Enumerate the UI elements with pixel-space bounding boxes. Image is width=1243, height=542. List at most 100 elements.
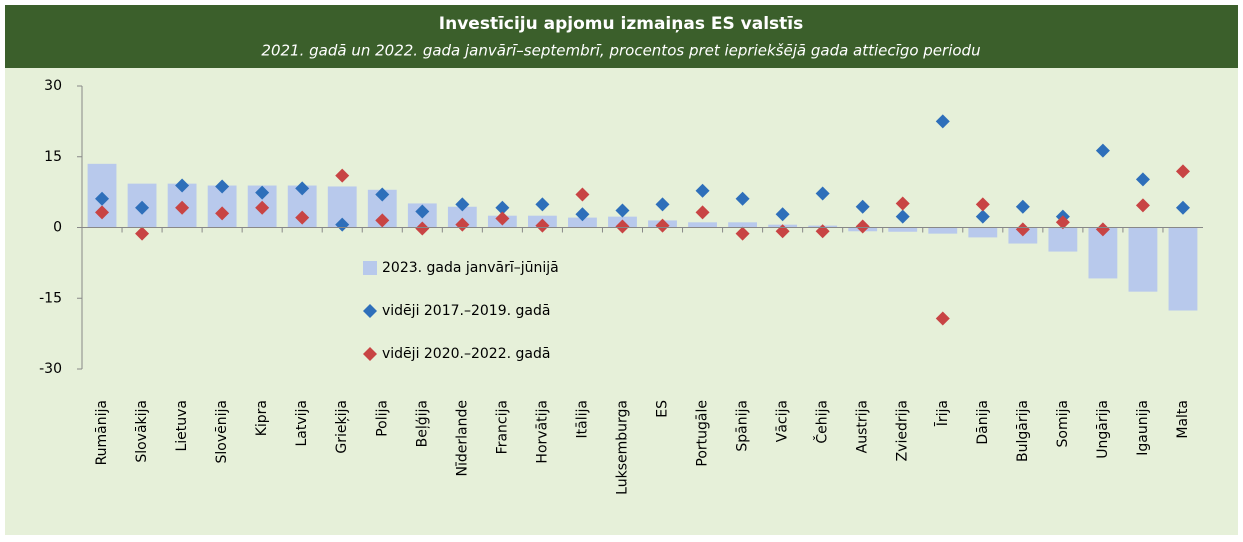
x-tick-label: ES: [655, 400, 671, 418]
x-tick-label: Horvātija: [534, 400, 550, 464]
legend-swatch: [363, 304, 377, 318]
diamond-marker: [175, 200, 190, 215]
legend-swatch: [363, 347, 377, 361]
legend-swatch: [363, 261, 377, 275]
x-tick-label: Luksemburga: [614, 400, 630, 495]
diamond-marker: [495, 200, 510, 215]
diamond-marker: [1175, 164, 1190, 179]
diamond-marker: [295, 210, 310, 225]
diamond-marker: [855, 199, 870, 214]
x-tick-label: Beļģija: [414, 400, 430, 447]
diamond-marker: [295, 181, 310, 196]
legend-label: 2023. gada janvārī–jūnijā: [382, 260, 559, 276]
y-tick-label: -30: [39, 361, 62, 377]
bar: [1048, 227, 1078, 252]
x-tick-label: Zviedrija: [895, 400, 911, 461]
diamond-marker: [415, 204, 430, 219]
diamond-marker: [1015, 222, 1030, 237]
diamond-marker: [175, 178, 190, 193]
diamond-marker: [1015, 199, 1030, 214]
diamond-marker: [935, 114, 950, 129]
diamond-marker: [215, 179, 230, 194]
bar: [728, 222, 758, 228]
x-tick-label: Spānija: [735, 400, 751, 452]
x-tick-label: Dānija: [975, 400, 991, 445]
x-tick-label: Portugāle: [695, 400, 711, 467]
diamond-marker: [535, 197, 550, 212]
diamond-marker: [1095, 222, 1110, 237]
x-tick-label: Bulgārija: [1015, 400, 1031, 462]
x-tick-label: Slovākija: [134, 400, 150, 463]
diamond-marker: [735, 226, 750, 241]
diamond-marker: [615, 203, 630, 218]
x-tick-label: Nīderlande: [454, 400, 470, 476]
diamond-marker: [1055, 215, 1070, 230]
x-tick-label: Kipra: [254, 400, 270, 436]
diamond-marker: [615, 219, 630, 234]
diamond-marker: [775, 207, 790, 222]
diamond-marker: [335, 168, 350, 183]
diamond-marker: [335, 217, 350, 232]
bar: [1128, 227, 1158, 292]
diamond-marker: [215, 206, 230, 221]
y-tick-label: 30: [44, 78, 62, 94]
diamond-marker: [895, 209, 910, 224]
diamond-marker: [375, 213, 390, 228]
bar: [688, 222, 717, 228]
diamond-marker: [495, 211, 510, 226]
diamond-marker: [655, 218, 670, 233]
legend-label: vidēji 2020.–2022. gadā: [382, 346, 550, 362]
bar: [928, 227, 958, 234]
chart-title: Investīciju apjomu izmaiņas ES valstīs: [439, 14, 803, 34]
diamond-marker: [535, 218, 550, 233]
diamond-marker: [695, 205, 710, 220]
diamond-marker: [95, 191, 110, 206]
x-tick-label: Latvija: [294, 400, 310, 447]
x-tick-label: Īrija: [934, 400, 951, 426]
bar: [447, 206, 477, 228]
header: [5, 5, 1238, 68]
x-tick-label: Somija: [1055, 400, 1071, 447]
diamond-marker: [375, 187, 390, 202]
chart-subtitle: 2021. gadā un 2022. gada janvārī–septemb…: [261, 42, 980, 60]
background: [5, 5, 1238, 535]
x-tick-label: Igaunija: [1135, 400, 1151, 456]
x-tick-label: Polija: [374, 400, 390, 437]
x-tick-label: Itālija: [574, 400, 590, 438]
x-tick-label: Vācija: [775, 400, 791, 442]
y-tick-label: 15: [44, 149, 62, 165]
diamond-marker: [1175, 200, 1190, 215]
x-tick-label: Grieķija: [334, 400, 350, 454]
x-tick-label: Ungārija: [1095, 400, 1111, 459]
diamond-marker: [255, 185, 270, 200]
y-tick-label: -15: [39, 290, 62, 306]
diamond-marker: [255, 200, 270, 215]
y-tick-label: 0: [53, 220, 62, 236]
diamond-marker: [135, 226, 150, 241]
diamond-marker: [135, 200, 150, 215]
x-tick-label: Rumānija: [94, 400, 110, 465]
diamond-marker: [575, 207, 590, 222]
diamond-marker: [95, 205, 110, 220]
diamond-marker: [975, 209, 990, 224]
diamond-marker: [975, 197, 990, 212]
x-tick-label: Francija: [494, 400, 510, 454]
x-tick-label: Malta: [1175, 400, 1191, 439]
diamond-marker: [855, 219, 870, 234]
x-tick-label: Austrija: [855, 400, 871, 453]
diamond-marker: [1135, 198, 1150, 213]
x-tick-label: Lietuva: [174, 400, 190, 452]
bar: [1168, 227, 1198, 311]
diamond-marker: [895, 196, 910, 211]
diamond-marker: [455, 197, 470, 212]
bar: [888, 227, 918, 232]
diamond-marker: [815, 186, 830, 201]
diamond-marker: [1095, 143, 1110, 158]
diamond-marker: [455, 217, 470, 232]
diamond-marker: [575, 187, 590, 202]
x-tick-label: Čehija: [813, 400, 831, 444]
diamond-marker: [735, 191, 750, 206]
bar: [968, 227, 998, 238]
diamond-marker: [655, 197, 670, 212]
